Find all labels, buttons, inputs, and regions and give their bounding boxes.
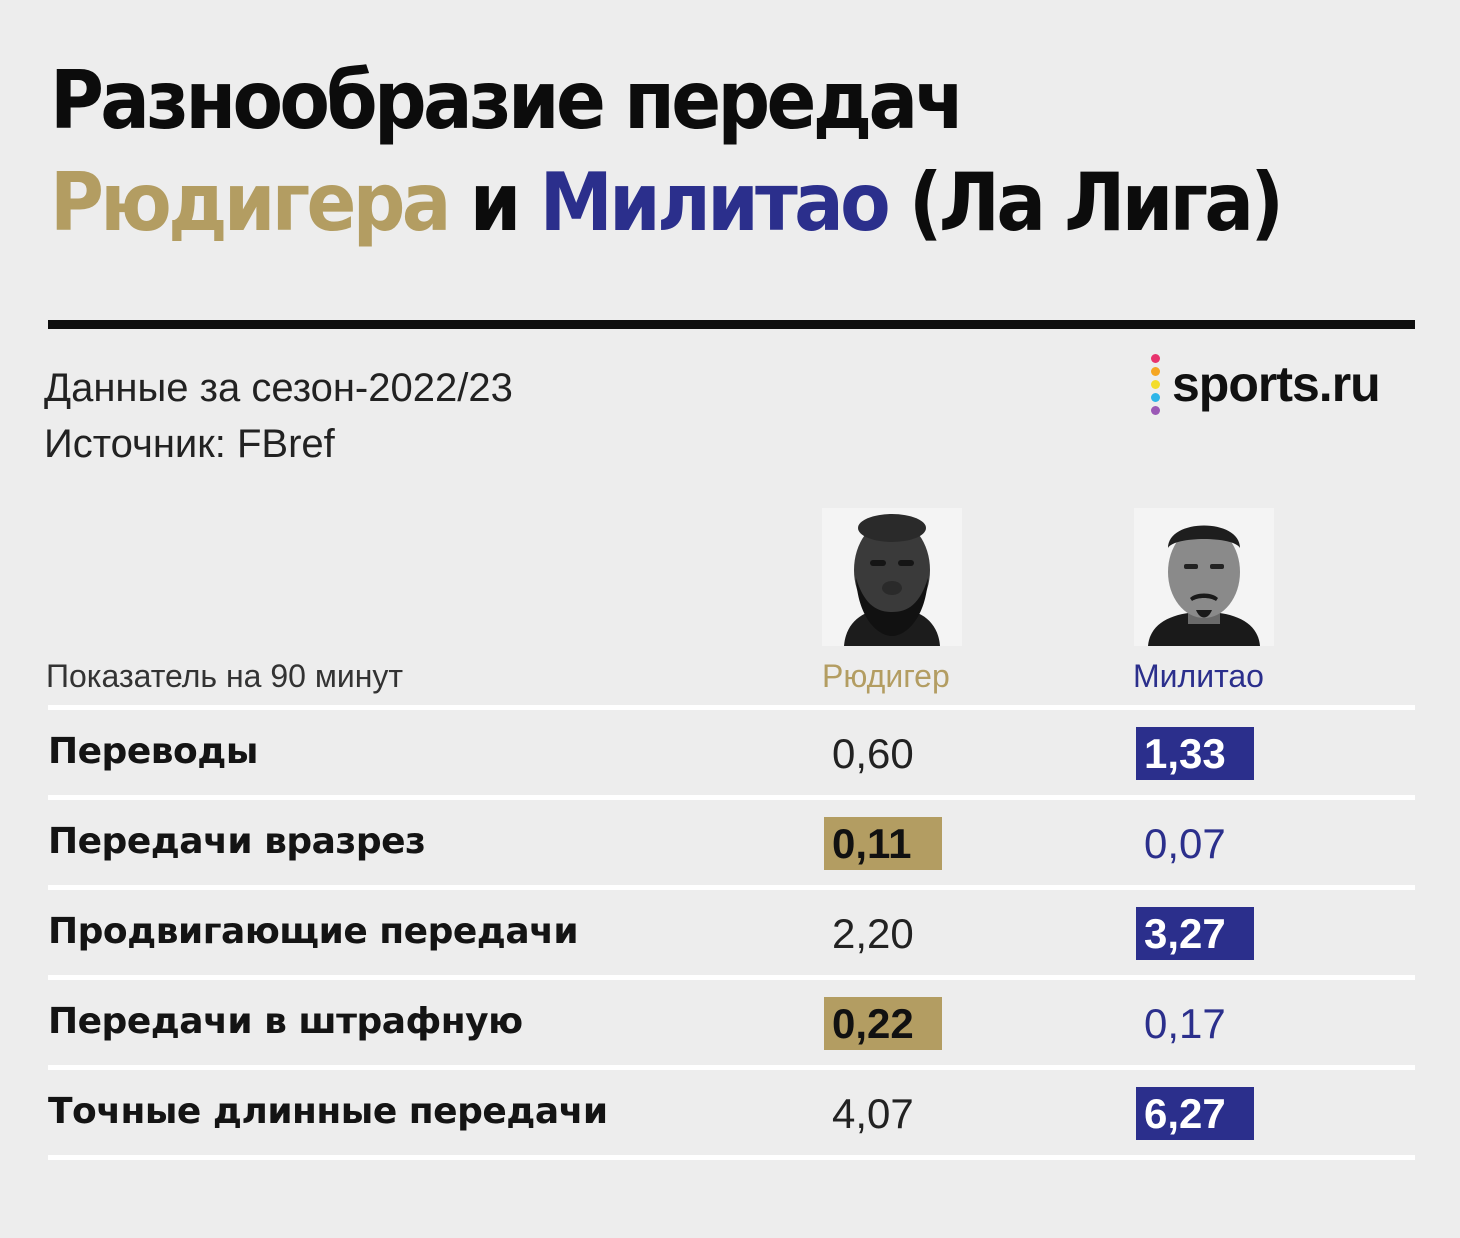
- title-conjunction: и: [447, 156, 540, 249]
- logo-dot: [1151, 393, 1160, 402]
- logo-dot: [1151, 406, 1160, 415]
- player1-value: 0,60: [832, 730, 914, 777]
- player1-portrait-icon: [822, 508, 962, 646]
- row-divider: [48, 975, 1415, 980]
- logo-dot: [1151, 354, 1160, 363]
- player2-photo: [1134, 508, 1274, 646]
- table-row: Продвигающие передачи 2,20 3,27: [48, 890, 1415, 975]
- title-player2-name: Милитао: [539, 156, 891, 249]
- player2-value: 6,27: [1136, 1087, 1254, 1140]
- row-divider: [48, 1155, 1415, 1160]
- player2-portrait-icon: [1134, 508, 1274, 646]
- title-player1-name: Рюдигера: [50, 156, 451, 249]
- table-row: Передачи вразрез 0,11 0,07: [48, 800, 1415, 885]
- table-row: Переводы 0,60 1,33: [48, 710, 1415, 795]
- meta-info: Данные за сезон-2022/23 Источник: FBref: [44, 360, 513, 472]
- sports-ru-logo: sports.ru: [1148, 352, 1418, 418]
- metric-label: Продвигающие передачи: [48, 911, 579, 952]
- player1-value: 4,07: [832, 1090, 914, 1137]
- logo-dot: [1151, 380, 1160, 389]
- player1-value: 0,22: [824, 997, 942, 1050]
- table-row: Передачи в штрафную 0,22 0,17: [48, 980, 1415, 1065]
- metric-label: Переводы: [48, 731, 258, 772]
- table-row: Точные длинные передачи 4,07 6,27: [48, 1070, 1415, 1155]
- player1-column-header: Рюдигер: [822, 658, 950, 694]
- metric-label: Передачи вразрез: [48, 821, 426, 862]
- metric-column-header: Показатель на 90 минут: [46, 658, 404, 694]
- season-text: Данные за сезон-2022/23: [44, 366, 513, 410]
- row-divider: [48, 705, 1415, 710]
- title-divider: [48, 320, 1415, 329]
- title-league: (Ла Лига): [886, 156, 1284, 249]
- player2-value: 3,27: [1136, 907, 1254, 960]
- metric-label: Передачи в штрафную: [48, 1001, 523, 1042]
- row-divider: [48, 795, 1415, 800]
- row-divider: [48, 1065, 1415, 1070]
- metric-label: Точные длинные передачи: [48, 1091, 608, 1132]
- source-text: Источник: FBref: [44, 422, 335, 466]
- player2-value: 0,07: [1144, 820, 1226, 867]
- chart-title: Разнообразие передач Рюдигера и Милитао …: [50, 50, 1284, 254]
- title-line-1: Разнообразие передач: [50, 54, 965, 147]
- player1-value: 0,11: [824, 817, 942, 870]
- logo-dots-icon: [1148, 352, 1162, 418]
- player2-value: 0,17: [1144, 1000, 1226, 1047]
- player2-value: 1,33: [1136, 727, 1254, 780]
- logo-dot: [1151, 367, 1160, 376]
- player1-value: 2,20: [832, 910, 914, 957]
- player1-photo: [822, 508, 962, 646]
- row-divider: [48, 885, 1415, 890]
- logo-wordmark: sports.ru: [1172, 356, 1381, 412]
- player2-column-header: Милитао: [1133, 658, 1264, 694]
